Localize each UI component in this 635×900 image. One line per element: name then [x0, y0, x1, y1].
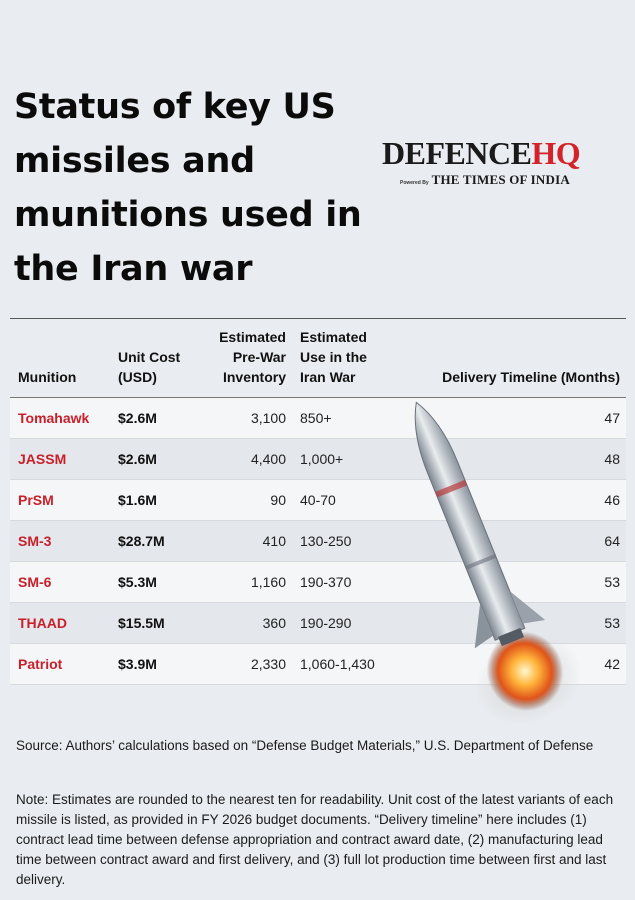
cell-inventory: 4,400 — [192, 438, 292, 480]
cell-inventory: 1,160 — [192, 561, 292, 603]
logo-publisher: THE TIMES OF INDIA — [431, 172, 570, 187]
cell-unit-cost: $2.6M — [110, 438, 192, 480]
cell-timeline: 42 — [402, 643, 626, 685]
cell-timeline: 48 — [402, 438, 626, 480]
header-unit-cost: Unit Cost (USD) — [118, 349, 181, 385]
cell-unit-cost: $15.5M — [110, 602, 192, 644]
cell-timeline: 46 — [402, 479, 626, 521]
table-row: THAAD $15.5M 360 190-290 53 — [10, 602, 626, 644]
header-munition: Munition — [18, 369, 77, 385]
header-timeline: Delivery Timeline (Months) — [442, 369, 620, 385]
page-title: Status of key US missiles and munitions … — [14, 87, 362, 289]
cell-inventory: 410 — [192, 520, 292, 562]
cell-inventory: 360 — [192, 602, 292, 644]
cell-use: 40-70 — [292, 479, 402, 521]
logo-powered-by: Powered By — [400, 180, 429, 186]
cell-timeline: 53 — [402, 561, 626, 603]
cell-munition: Patriot — [10, 643, 110, 685]
logo-wordmark: DEFENCEHQ — [382, 136, 612, 170]
table-row: Patriot $3.9M 2,330 1,060-1,430 42 — [10, 643, 626, 685]
cell-use: 190-370 — [292, 561, 402, 603]
cell-inventory: 2,330 — [192, 643, 292, 685]
cell-unit-cost: $3.9M — [110, 643, 192, 685]
logo-part-defence: DEFENCE — [382, 135, 532, 171]
munitions-table-container: Munition Unit Cost (USD) Estimated Pre-W… — [10, 318, 626, 685]
cell-unit-cost: $5.3M — [110, 561, 192, 603]
cell-timeline: 64 — [402, 520, 626, 562]
cell-inventory: 90 — [192, 479, 292, 521]
cell-munition: Tomahawk — [10, 397, 110, 439]
cell-munition: THAAD — [10, 602, 110, 644]
cell-munition: PrSM — [10, 479, 110, 521]
cell-use: 190-290 — [292, 602, 402, 644]
cell-unit-cost: $2.6M — [110, 397, 192, 439]
cell-use: 1,060-1,430 — [292, 643, 402, 685]
source-text: Source: Authors’ calculations based on “… — [16, 738, 594, 753]
cell-inventory: 3,100 — [192, 397, 292, 439]
table-row: JASSM $2.6M 4,400 1,000+ 48 — [10, 438, 626, 480]
cell-use: 130-250 — [292, 520, 402, 562]
cell-munition: SM-6 — [10, 561, 110, 603]
cell-use: 850+ — [292, 397, 402, 439]
cell-unit-cost: $1.6M — [110, 479, 192, 521]
note-text: Note: Estimates are rounded to the neare… — [16, 792, 614, 887]
cell-use: 1,000+ — [292, 438, 402, 480]
cell-munition: SM-3 — [10, 520, 110, 562]
cell-munition: JASSM — [10, 438, 110, 480]
logo-part-hq: HQ — [531, 135, 581, 171]
table-row: SM-6 $5.3M 1,160 190-370 53 — [10, 561, 626, 603]
munitions-table: Munition Unit Cost (USD) Estimated Pre-W… — [10, 319, 626, 685]
table-header-row: Munition Unit Cost (USD) Estimated Pre-W… — [10, 319, 626, 398]
cell-timeline: 53 — [402, 602, 626, 644]
defencehq-logo: DEFENCEHQ Powered By THE TIMES OF INDIA — [382, 136, 612, 188]
header-inventory: Estimated Pre-War Inventory — [219, 329, 286, 385]
cell-unit-cost: $28.7M — [110, 520, 192, 562]
cell-timeline: 47 — [402, 397, 626, 439]
table-top-rule — [10, 318, 626, 319]
header-use: Estimated Use in the Iran War — [300, 329, 367, 385]
logo-subline: Powered By THE TIMES OF INDIA — [382, 172, 612, 188]
table-row: Tomahawk $2.6M 3,100 850+ 47 — [10, 397, 626, 439]
table-row: PrSM $1.6M 90 40-70 46 — [10, 479, 626, 521]
table-row: SM-3 $28.7M 410 130-250 64 — [10, 520, 626, 562]
